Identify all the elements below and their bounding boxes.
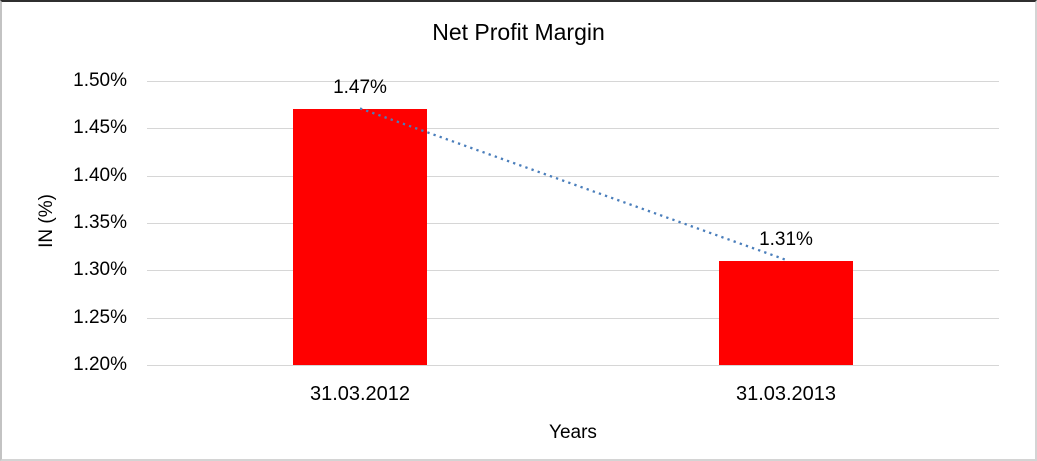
x-category-label: 31.03.2012 [309,383,411,405]
gridline [147,128,999,129]
bar-value-label: 1.47% [333,77,387,98]
y-tick-label: 1.40% [73,165,127,186]
x-axis-title: Years [549,422,597,443]
gridline [147,223,999,224]
bar-31.03.2012 [293,109,427,365]
y-tick-label: 1.50% [73,70,127,91]
y-tick-label: 1.35% [73,212,127,233]
bar-value-label: 1.31% [759,229,813,250]
y-tick-label: 1.45% [73,117,127,138]
x-category-label: 31.03.2013 [735,383,837,405]
y-tick-label: 1.25% [73,307,127,328]
trendline [359,107,787,261]
y-tick-label: 1.30% [73,259,127,280]
plot-area: 1.47% 1.31% [147,77,999,366]
gridline [147,176,999,177]
gridline [147,318,999,319]
bar-31.03.2013 [719,261,853,365]
gridline [147,270,999,271]
gridline [147,365,999,366]
gridline [147,81,999,82]
y-axis-ticks: 1.50% 1.45% 1.40% 1.35% 1.30% 1.25% 1.20% [2,70,147,375]
y-tick-label: 1.20% [73,354,127,375]
x-axis-category-labels: 31.03.2012 31.03.2013 [147,383,999,407]
chart-title: Net Profit Margin [432,19,605,45]
